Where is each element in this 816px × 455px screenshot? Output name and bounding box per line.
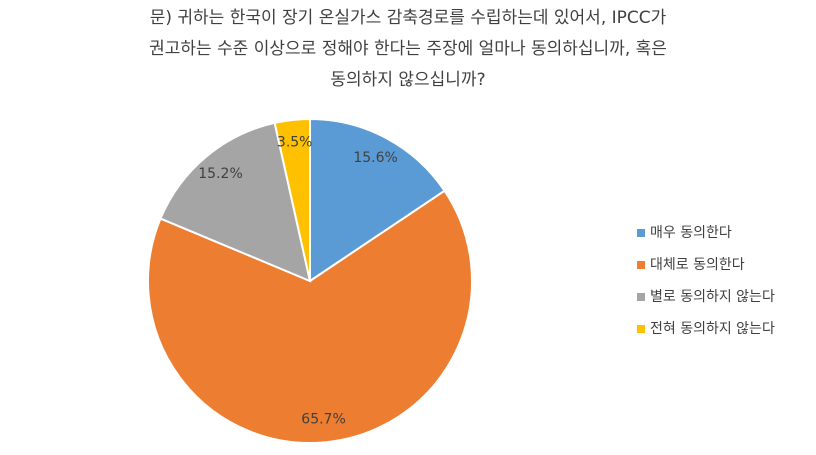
pie-slice [159,121,312,283]
legend-label: 전혀 동의하지 않는다 [650,321,775,337]
legend-swatch [637,229,645,237]
legend-swatch [637,261,645,269]
legend-swatch [637,293,645,301]
legend-label: 매우 동의한다 [650,225,732,241]
data-label: 15.6% [353,150,397,166]
data-label: 3.5% [277,135,313,151]
chart-title: 권고하는 수준 이상으로 정해야 한다는 주장에 얼마나 동의하십니까, 혹은 [149,39,667,59]
data-label: 65.7% [301,412,345,428]
pie-slice [309,117,446,283]
pie-slice [273,117,311,282]
data-label: 15.2% [198,166,242,182]
chart-title: 문) 귀하는 한국이 장기 온실가스 감축경로를 수립하는데 있어서, IPCC… [150,8,667,28]
legend-label: 대체로 동의한다 [650,257,745,273]
chart-title: 동의하지 않으십니까? [330,70,485,90]
legend-swatch [637,325,645,333]
legend-label: 별로 동의하지 않는다 [650,289,775,305]
pie-slice [147,189,473,444]
